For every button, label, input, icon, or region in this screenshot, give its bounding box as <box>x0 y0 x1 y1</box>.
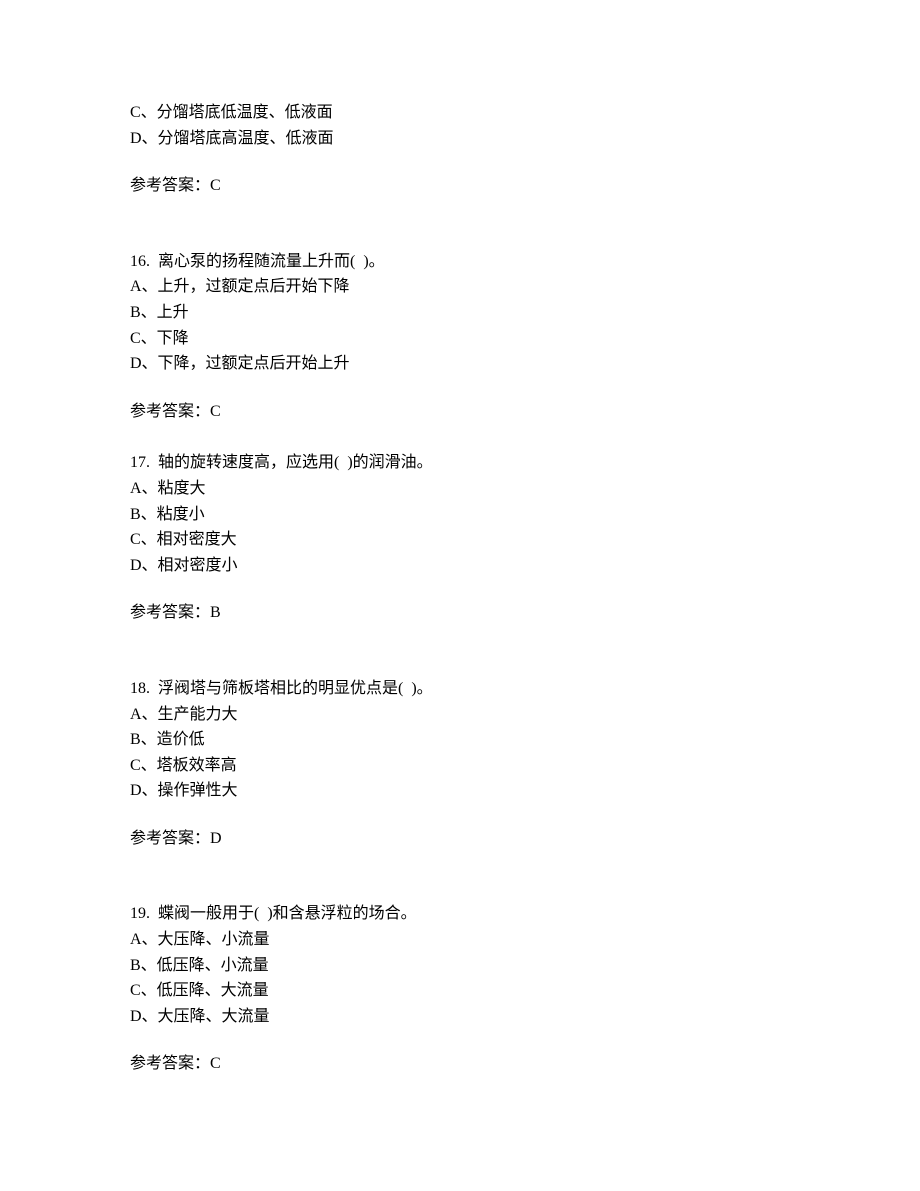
option-c: C、下降 <box>130 326 790 352</box>
option-a: A、生产能力大 <box>130 702 790 728</box>
answer: 参考答案：C <box>130 399 790 425</box>
question-stem: 19. 蝶阀一般用于( )和含悬浮粒的场合。 <box>130 901 790 927</box>
option-b: B、造价低 <box>130 727 790 753</box>
option-a: A、大压降、小流量 <box>130 927 790 953</box>
question-block-19: 19. 蝶阀一般用于( )和含悬浮粒的场合。 A、大压降、小流量 B、低压降、小… <box>130 901 790 1077</box>
question-block-16: 16. 离心泵的扬程随流量上升而( )。 A、上升，过额定点后开始下降 B、上升… <box>130 249 790 425</box>
question-block-18: 18. 浮阀塔与筛板塔相比的明显优点是( )。 A、生产能力大 B、造价低 C、… <box>130 676 790 852</box>
option-a: A、粘度大 <box>130 476 790 502</box>
option-b: B、上升 <box>130 300 790 326</box>
option-c: C、塔板效率高 <box>130 753 790 779</box>
answer: 参考答案：B <box>130 600 790 626</box>
question-stem: 16. 离心泵的扬程随流量上升而( )。 <box>130 249 790 275</box>
option-d: D、下降，过额定点后开始上升 <box>130 351 790 377</box>
answer: 参考答案：C <box>130 173 790 199</box>
answer: 参考答案：D <box>130 826 790 852</box>
question-stem: 18. 浮阀塔与筛板塔相比的明显优点是( )。 <box>130 676 790 702</box>
question-block-15-partial: C、分馏塔底低温度、低液面 D、分馏塔底高温度、低液面 参考答案：C <box>130 100 790 199</box>
option-b: B、粘度小 <box>130 502 790 528</box>
option-a: A、上升，过额定点后开始下降 <box>130 274 790 300</box>
option-b: B、低压降、小流量 <box>130 953 790 979</box>
question-block-17: 17. 轴的旋转速度高，应选用( )的润滑油。 A、粘度大 B、粘度小 C、相对… <box>130 450 790 626</box>
option-c: C、相对密度大 <box>130 527 790 553</box>
option-d: D、大压降、大流量 <box>130 1004 790 1030</box>
answer: 参考答案：C <box>130 1051 790 1077</box>
question-stem: 17. 轴的旋转速度高，应选用( )的润滑油。 <box>130 450 790 476</box>
option-d: D、分馏塔底高温度、低液面 <box>130 126 790 152</box>
option-c: C、低压降、大流量 <box>130 978 790 1004</box>
option-c: C、分馏塔底低温度、低液面 <box>130 100 790 126</box>
document-content: C、分馏塔底低温度、低液面 D、分馏塔底高温度、低液面 参考答案：C 16. 离… <box>130 100 790 1077</box>
option-d: D、操作弹性大 <box>130 778 790 804</box>
option-d: D、相对密度小 <box>130 553 790 579</box>
